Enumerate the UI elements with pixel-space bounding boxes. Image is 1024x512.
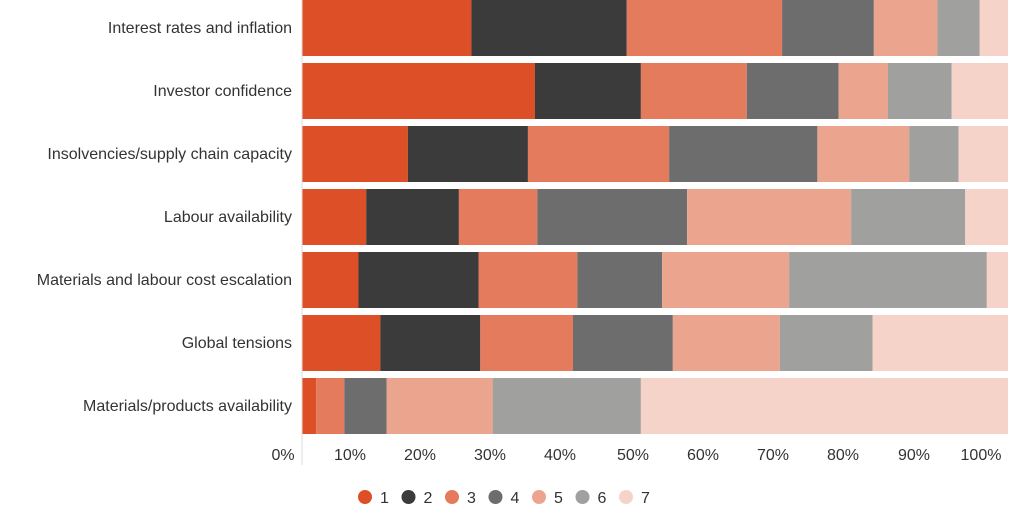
x-tick-label: 20%: [404, 447, 436, 464]
bar-segment: [344, 378, 387, 434]
category-label: Investor confidence: [153, 83, 292, 100]
bar-segment: [872, 315, 1008, 371]
legend-marker: [445, 490, 459, 504]
bar-segment: [789, 252, 987, 308]
category-label: Labour availability: [164, 209, 292, 226]
bar-segment: [986, 252, 1008, 308]
x-tick-label: 80%: [827, 447, 859, 464]
bar-segment: [746, 63, 839, 119]
legend-marker: [358, 490, 372, 504]
legend-label: 2: [424, 490, 433, 507]
bar-segment: [316, 378, 345, 434]
bar-segment: [851, 189, 966, 245]
bar-segment: [937, 0, 980, 56]
bar-segment: [527, 126, 670, 182]
legend-marker: [401, 490, 416, 504]
x-tick-label: 0%: [271, 447, 294, 464]
bar-segment: [951, 63, 1008, 119]
x-tick-label: 10%: [334, 447, 366, 464]
bar-segment: [380, 315, 481, 371]
legend-marker: [575, 490, 590, 504]
bar-segment: [302, 0, 472, 56]
bar-segment: [572, 315, 673, 371]
bar-segment: [386, 378, 493, 434]
bar-segment: [302, 315, 381, 371]
category-label: Materials and labour cost escalation: [37, 272, 292, 289]
x-tick-label: 50%: [617, 447, 649, 464]
legend-label: 3: [467, 490, 476, 507]
bar-segment: [302, 252, 359, 308]
legend-marker: [619, 490, 633, 504]
legend-label: 4: [511, 490, 520, 507]
bar-segment: [873, 0, 938, 56]
bar-segment: [779, 315, 873, 371]
category-label: Insolvencies/supply chain capacity: [47, 146, 292, 163]
x-tick-label: 90%: [898, 447, 930, 464]
bar-segment: [958, 126, 1008, 182]
bar-segment: [458, 189, 538, 245]
bar-segment: [492, 378, 641, 434]
bars-group: [302, 0, 1008, 434]
legend: 1 2 3 4 5 6 7: [358, 490, 650, 507]
bar-segment: [672, 315, 780, 371]
bar-segment: [577, 252, 663, 308]
bar-segment: [662, 252, 790, 308]
bar-segment: [302, 63, 535, 119]
bar-segment: [302, 189, 367, 245]
bar-segment: [471, 0, 627, 56]
bar-segment: [302, 378, 317, 434]
bar-segment: [407, 126, 528, 182]
category-label: Materials/products availability: [83, 398, 292, 415]
bar-segment: [640, 63, 747, 119]
legend-marker: [532, 490, 546, 504]
x-tick-label: 30%: [474, 447, 506, 464]
category-labels: Interest rates and inflation Investor con…: [37, 20, 292, 415]
bar-segment: [817, 126, 910, 182]
legend-marker: [488, 490, 503, 504]
bar-segment: [366, 189, 459, 245]
bar-segment: [782, 0, 874, 56]
bar-segment: [669, 126, 818, 182]
category-label: Interest rates and inflation: [108, 20, 292, 37]
x-tick-label: 40%: [544, 447, 576, 464]
x-tick-label: 70%: [757, 447, 789, 464]
bar-segment: [478, 252, 578, 308]
legend-label: 7: [641, 490, 650, 507]
bar-segment: [887, 63, 952, 119]
bar-segment: [302, 126, 408, 182]
x-tick-label: 100%: [961, 447, 1002, 464]
x-axis-ticks: 0% 10% 20% 30% 40% 50% 60% 70% 80% 90% 100%: [271, 447, 1001, 464]
bar-segment: [534, 63, 641, 119]
bar-segment: [838, 63, 888, 119]
bar-segment: [979, 0, 1008, 56]
bar-segment: [537, 189, 688, 245]
bar-segment: [480, 315, 573, 371]
legend-label: 1: [380, 490, 389, 507]
bar-segment: [626, 0, 783, 56]
legend-label: 6: [598, 490, 607, 507]
bar-segment: [640, 378, 1008, 434]
bar-segment: [358, 252, 479, 308]
bar-segment: [687, 189, 852, 245]
legend-label: 5: [554, 490, 563, 507]
category-label: Global tensions: [182, 335, 292, 352]
x-tick-label: 60%: [687, 447, 719, 464]
bar-segment: [909, 126, 959, 182]
bar-segment: [965, 189, 1008, 245]
